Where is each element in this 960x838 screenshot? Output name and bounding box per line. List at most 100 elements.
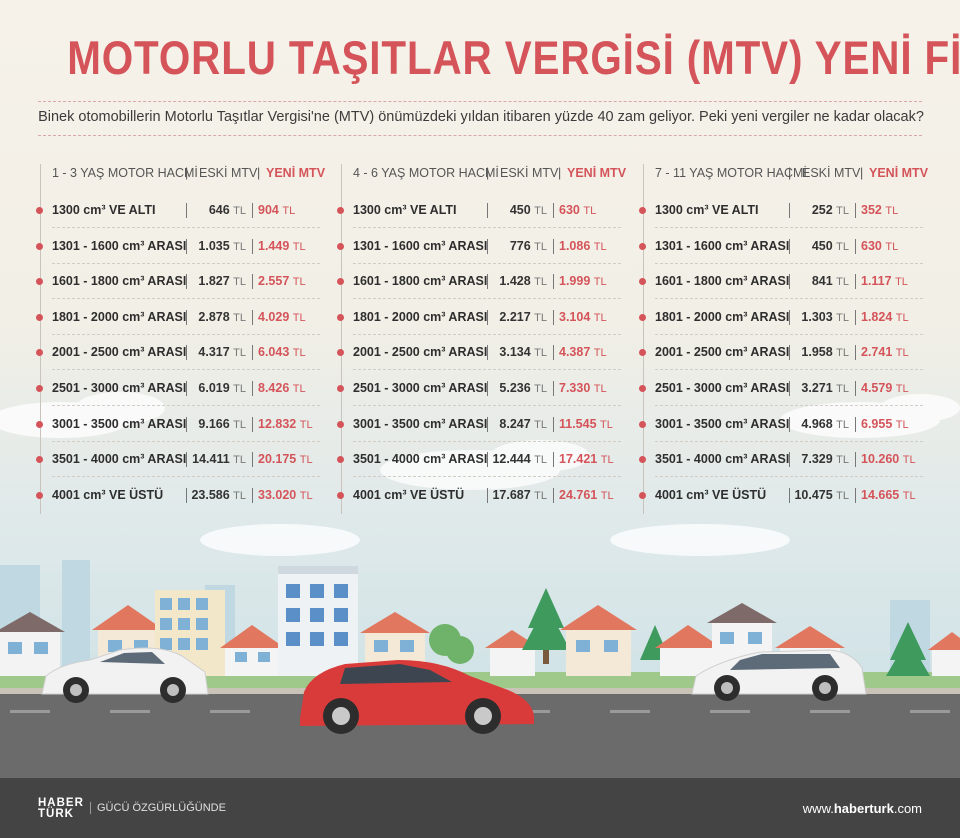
currency-label: TL [233, 347, 246, 360]
bullet-dot [639, 491, 646, 499]
cell-divider [252, 416, 253, 432]
old-mtv-value: 252 TL [787, 203, 849, 217]
new-mtv-value: 630 TL [559, 203, 596, 217]
cell-divider [487, 309, 488, 325]
currency-label: TL [233, 240, 246, 253]
currency-label: TL [534, 240, 547, 253]
cell-divider [553, 238, 554, 254]
header-new-mtv: YENİ MTV [869, 166, 929, 180]
cell-divider [186, 203, 187, 218]
engine-size-label: 2501 - 3000 cm³ ARASI [655, 381, 790, 395]
cell-divider [487, 274, 488, 290]
old-mtv-value: 3.271 TL [787, 381, 849, 395]
bullet-dot [337, 491, 344, 499]
currency-label: TL [534, 205, 547, 217]
cell-divider [789, 345, 790, 361]
currency-label: TL [836, 489, 849, 502]
cell-divider [553, 274, 554, 290]
old-mtv-value: 3.134 TL [485, 345, 547, 359]
old-mtv-amount: 5.236 [499, 381, 531, 395]
currency-label: TL [593, 383, 607, 395]
engine-size-label: 3501 - 4000 cm³ ARASI [353, 452, 488, 467]
row-separator [353, 333, 621, 335]
header-old-mtv: ESKİ MTV [802, 166, 861, 180]
currency-label: TL [600, 489, 614, 502]
cell-divider [855, 238, 856, 254]
old-mtv-amount: 23.586 [191, 487, 230, 502]
bullet-dot [337, 420, 344, 428]
currency-label: TL [292, 383, 306, 395]
currency-label: TL [895, 347, 909, 360]
engine-size-label: 2001 - 2500 cm³ ARASI [655, 345, 790, 360]
old-mtv-amount: 1.035 [198, 238, 230, 253]
new-mtv-value: 4.029 TL [258, 310, 306, 324]
bullet-dot [337, 242, 344, 250]
new-mtv-value: 3.104 TL [559, 310, 607, 324]
bullet-dot [36, 420, 43, 428]
row-separator [655, 369, 923, 371]
old-mtv-value: 2.878 TL [184, 310, 246, 324]
url-suffix: .com [893, 801, 922, 816]
row-separator [52, 227, 320, 228]
table-row: 3001 - 3500 cm³ ARASI 8.247 TL 11.545 TL [337, 406, 621, 442]
haberturk-logo: HABER TÜRK [38, 797, 84, 820]
engine-size-label: 2501 - 3000 cm³ ARASI [353, 381, 488, 395]
cell-divider [487, 203, 488, 218]
new-mtv-amount: 1.117 [861, 274, 892, 289]
cell-divider [789, 203, 790, 218]
bullet-dot [639, 456, 646, 464]
subtitle: Binek otomobillerin Motorlu Taşıtlar Ver… [38, 109, 924, 125]
bullet-dot [36, 385, 43, 392]
row-separator [353, 369, 621, 371]
cell-divider [487, 487, 488, 503]
new-mtv-amount: 2.741 [861, 345, 893, 360]
row-separator [353, 298, 621, 300]
row-separator [353, 440, 621, 442]
currency-label: TL [836, 347, 849, 360]
website-link[interactable]: www.haberturk.com [803, 801, 922, 816]
row-separator [52, 369, 320, 371]
currency-label: TL [233, 418, 246, 431]
new-mtv-amount: 17.421 [559, 452, 598, 467]
header-divider: | [860, 166, 864, 180]
currency-label: TL [292, 276, 306, 289]
bullet-dot [639, 207, 646, 214]
new-mtv-value: 352 TL [861, 203, 898, 217]
old-mtv-value: 2.217 TL [485, 310, 547, 324]
new-mtv-amount: 1.824 [861, 309, 893, 324]
cell-divider [252, 452, 253, 468]
table-row: 3001 - 3500 cm³ ARASI 9.166 TL 12.832 TL [36, 406, 320, 442]
row-separator [353, 227, 621, 228]
old-mtv-amount: 252 [811, 203, 833, 217]
new-mtv-value: 1.824 TL [861, 310, 909, 324]
row-separator [52, 405, 320, 406]
cell-divider [487, 238, 488, 254]
table-row: 1300 cm³ VE ALTI 252 TL 352 TL [639, 192, 923, 228]
old-mtv-amount: 2.878 [198, 309, 230, 324]
cell-divider [186, 381, 187, 396]
new-mtv-amount: 11.545 [559, 416, 597, 431]
new-mtv-value: 1.449 TL [258, 239, 306, 253]
cell-divider [789, 487, 790, 503]
currency-label: TL [885, 205, 899, 217]
cell-divider [553, 309, 554, 325]
cell-divider [186, 345, 187, 361]
currency-label: TL [593, 240, 607, 253]
bullet-dot [639, 420, 646, 428]
old-mtv-amount: 1.958 [801, 345, 833, 360]
url-prefix: www. [802, 801, 834, 816]
new-mtv-value: 14.665 TL [861, 488, 916, 502]
cell-divider [553, 416, 554, 432]
row-separator [655, 405, 923, 406]
new-mtv-amount: 4.579 [861, 381, 893, 395]
new-mtv-value: 12.832 TL [258, 417, 313, 431]
old-mtv-value: 5.236 TL [485, 381, 547, 395]
table-row: 3501 - 4000 cm³ ARASI 12.444 TL 17.421 TL [337, 441, 621, 478]
new-mtv-value: 4.387 TL [559, 345, 607, 359]
cell-divider [252, 381, 253, 396]
old-mtv-value: 9.166 TL [184, 417, 246, 431]
table-row: 2501 - 3000 cm³ ARASI 6.019 TL 8.426 TL [36, 370, 320, 406]
new-mtv-amount: 8.426 [258, 381, 290, 395]
cell-divider [186, 274, 187, 290]
timeline-line [341, 164, 342, 514]
